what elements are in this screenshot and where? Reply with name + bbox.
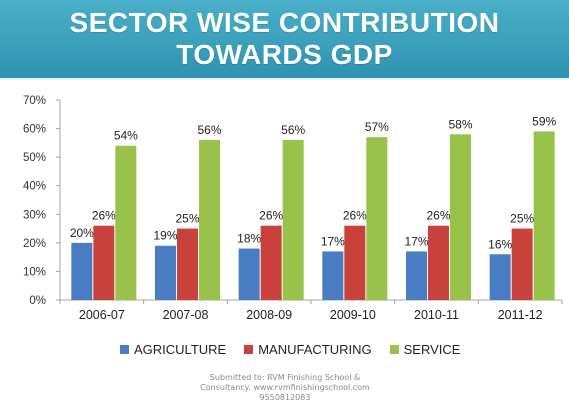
legend-label-manufacturing: MANUFACTURING (258, 341, 372, 357)
y-tick-label: 30% (23, 209, 46, 221)
data-label: 18% (237, 232, 261, 246)
bar-service (533, 131, 555, 300)
bar-agriculture (406, 251, 427, 300)
bar-manufacturing (260, 225, 282, 300)
y-tick-label: 10% (23, 266, 46, 278)
data-label: 25% (510, 212, 534, 226)
legend-swatch-agriculture (120, 344, 129, 354)
legend-item-agriculture: AGRICULTURE (120, 342, 226, 357)
bar-service (450, 134, 471, 300)
x-category-label: 2006-07 (79, 308, 125, 322)
y-tick-label: 70% (23, 95, 46, 107)
legend-label-service: SERVICE (403, 341, 461, 357)
data-label: 54% (114, 129, 138, 143)
data-label: 17% (404, 234, 428, 248)
y-tick-label: 60% (23, 124, 46, 136)
chart-title-line-2: TOWARDS GDP (176, 39, 393, 70)
x-category-label: 2011-12 (498, 308, 543, 322)
bar-agriculture (238, 248, 260, 300)
data-label: 25% (175, 212, 199, 226)
data-label: 59% (532, 114, 556, 128)
bar-service (282, 140, 304, 300)
legend-item-service: SERVICE (389, 341, 461, 357)
data-label: 17% (321, 234, 345, 248)
data-label: 56% (197, 123, 221, 137)
data-label: 57% (365, 120, 389, 134)
bar-manufacturing (177, 228, 198, 300)
data-label: 16% (488, 237, 512, 251)
legend-label-agriculture: AGRICULTURE (134, 341, 227, 357)
x-category-label: 2010-11 (414, 308, 459, 322)
bar-chart: 0% 10% 20% 30% 40% 50% 60% 70% 20% 26% 54% 2006-07 1… (23, 95, 563, 322)
data-label: 26% (92, 209, 116, 223)
x-category-label: 2007-08 (163, 308, 209, 322)
bar-service (366, 137, 388, 300)
data-label: 26% (343, 209, 367, 223)
footer-line-1: Submitted to: RVM Finishing School & (209, 373, 361, 382)
bar-service (199, 140, 220, 300)
footer-line-2: Consultancy. www.rvmfinishingschool.com (200, 383, 370, 392)
bar-manufacturing (93, 225, 115, 300)
legend-swatch-manufacturing (244, 344, 254, 354)
data-label: 26% (259, 209, 283, 223)
legend-item-manufacturing: MANUFACTURING (244, 341, 372, 357)
data-label: 56% (281, 123, 305, 137)
data-label: 26% (426, 209, 450, 223)
x-category-label: 2009-10 (330, 308, 376, 322)
x-category-label: 2008-09 (246, 308, 292, 322)
bar-agriculture (489, 254, 511, 300)
bar-service (115, 145, 137, 300)
legend-swatch-service (389, 344, 399, 354)
chart-legend: AGRICULTURE MANUFACTURING SERVICE (120, 340, 500, 358)
chart-title-line-1: SECTOR WISE CONTRIBUTION (69, 7, 500, 38)
bar-manufacturing (428, 225, 449, 300)
data-label: 19% (153, 229, 177, 243)
y-tick-label: 40% (23, 181, 46, 193)
data-label: 20% (70, 226, 94, 240)
footer-credit: Submitted to: RVM Finishing School & Con… (160, 373, 410, 403)
y-tick-label: 20% (23, 238, 46, 250)
data-label: 58% (448, 117, 472, 131)
bar-manufacturing (511, 228, 533, 300)
bar-agriculture (155, 245, 176, 300)
title-banner: SECTOR WISE CONTRIBUTION TOWARDS GDP (0, 0, 569, 80)
bar-agriculture (322, 251, 344, 300)
bar-manufacturing (344, 225, 366, 300)
y-tick-label: 50% (23, 152, 46, 164)
footer-line-3: 9550812083 (259, 393, 311, 402)
bar-agriculture (71, 242, 93, 300)
y-tick-label: 0% (29, 295, 46, 307)
